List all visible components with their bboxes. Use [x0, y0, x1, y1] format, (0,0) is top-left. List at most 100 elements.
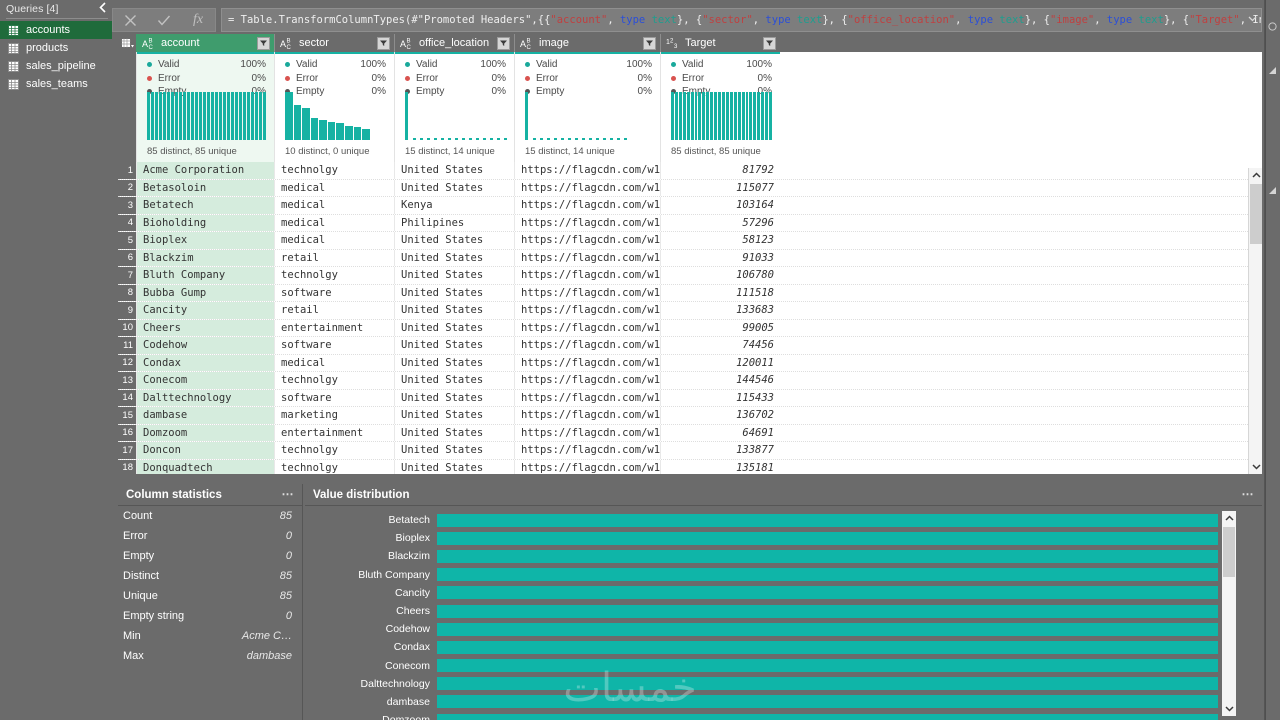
cell-office_location[interactable]: United States	[394, 459, 514, 474]
cell-account[interactable]: Betatech	[136, 197, 274, 214]
cell-sector[interactable]: software	[274, 337, 394, 354]
cell-account[interactable]: Betasoloin	[136, 179, 274, 196]
table-row[interactable]: 14 Dalttechnology software United States htt…	[118, 389, 1262, 407]
value-distribution-scrollbar[interactable]	[1222, 511, 1236, 716]
cell-sector[interactable]: entertainment	[274, 424, 394, 441]
cell-image[interactable]: https://flagcdn.com/w160…	[514, 284, 660, 301]
cell-image[interactable]: https://flagcdn.com/w160…	[514, 372, 660, 389]
distribution-row[interactable]: Blackzim	[305, 547, 1262, 565]
grid-vertical-scrollbar[interactable]	[1248, 168, 1262, 474]
cell-Target[interactable]: 111518	[660, 284, 780, 301]
table-row[interactable]: 9 Cancity retail United States https://flagc…	[118, 302, 1262, 320]
cell-sector[interactable]: entertainment	[274, 319, 394, 336]
cell-account[interactable]: Dalttechnology	[136, 389, 274, 406]
table-row[interactable]: 1 Acme Corporation technolgy United States h…	[118, 162, 1262, 180]
cell-Target[interactable]: 74456	[660, 337, 780, 354]
distribution-row[interactable]: Cancity	[305, 584, 1262, 602]
sidebar-item-products[interactable]: products	[0, 39, 112, 57]
cell-image[interactable]: https://flagcdn.com/w160…	[514, 442, 660, 459]
cell-Target[interactable]: 99005	[660, 319, 780, 336]
table-row[interactable]: 17 Doncon technolgy United States https://fl…	[118, 442, 1262, 460]
cell-office_location[interactable]: United States	[394, 179, 514, 196]
ellipsis-icon[interactable]: ⋯	[1241, 487, 1255, 501]
cell-office_location[interactable]: United States	[394, 302, 514, 319]
query-settings-icon[interactable]	[1268, 22, 1277, 31]
cell-account[interactable]: Conecom	[136, 372, 274, 389]
distribution-row[interactable]: Codehow	[305, 620, 1262, 638]
query-settings-rail[interactable]	[1264, 0, 1280, 720]
cell-sector[interactable]: technolgy	[274, 267, 394, 284]
cell-Target[interactable]: 91033	[660, 249, 780, 266]
filter-dropdown-icon[interactable]	[377, 36, 390, 50]
cell-Target[interactable]: 133683	[660, 302, 780, 319]
cell-Target[interactable]: 106780	[660, 267, 780, 284]
table-select-all-icon[interactable]	[118, 34, 136, 52]
filter-dropdown-icon[interactable]	[497, 36, 510, 50]
cell-office_location[interactable]: United States	[394, 372, 514, 389]
cell-office_location[interactable]: United States	[394, 389, 514, 406]
cell-Target[interactable]: 115433	[660, 389, 780, 406]
distribution-row[interactable]: Bioplex	[305, 529, 1262, 547]
cell-account[interactable]: Acme Corporation	[136, 162, 274, 179]
column-profile-image[interactable]: Valid 100% Error 0% Empty 0% 15 distinct, 14 u…	[514, 52, 660, 162]
cell-office_location[interactable]: United States	[394, 407, 514, 424]
table-row[interactable]: 7 Bluth Company technolgy United States http…	[118, 267, 1262, 285]
table-row[interactable]: 18 Donquadtech technolgy United States https…	[118, 459, 1262, 474]
cell-office_location[interactable]: United States	[394, 162, 514, 179]
distribution-row[interactable]: dambase	[305, 693, 1262, 711]
table-row[interactable]: 8 Bubba Gump software United States https://…	[118, 284, 1262, 302]
cell-Target[interactable]: 103164	[660, 197, 780, 214]
column-profile-sector[interactable]: Valid 100% Error 0% Empty 0% 10 distinct, 0 un…	[274, 52, 394, 162]
chevron-down-icon[interactable]	[1222, 702, 1236, 716]
cell-sector[interactable]: medical	[274, 179, 394, 196]
table-row[interactable]: 11 Codehow software United States https://fl…	[118, 337, 1262, 355]
cell-account[interactable]: Bubba Gump	[136, 284, 274, 301]
cell-image[interactable]: https://flagcdn.com/w160…	[514, 407, 660, 424]
table-row[interactable]: 10 Cheers entertainment United States https:…	[118, 319, 1262, 337]
cell-sector[interactable]: retail	[274, 249, 394, 266]
cell-office_location[interactable]: United States	[394, 319, 514, 336]
sidebar-item-accounts[interactable]: accounts	[0, 21, 112, 39]
filter-dropdown-icon[interactable]	[763, 36, 776, 50]
cell-image[interactable]: https://flagcdn.com/w160…	[514, 302, 660, 319]
chevron-down-icon[interactable]	[1249, 460, 1263, 474]
cell-Target[interactable]: 115077	[660, 179, 780, 196]
table-row[interactable]: 5 Bioplex medical United States https://flag…	[118, 232, 1262, 250]
cell-image[interactable]: https://flagcdn.com/w160…	[514, 162, 660, 179]
cell-image[interactable]: https://flagcdn.com/w160…	[514, 214, 660, 231]
distribution-row[interactable]: Betatech	[305, 511, 1262, 529]
chevron-left-icon[interactable]	[95, 2, 109, 16]
cell-Target[interactable]: 136702	[660, 407, 780, 424]
distribution-row[interactable]: Domzoom	[305, 711, 1262, 720]
cell-account[interactable]: dambase	[136, 407, 274, 424]
cell-Target[interactable]: 135181	[660, 459, 780, 474]
cell-sector[interactable]: software	[274, 389, 394, 406]
cell-image[interactable]: https://flagcdn.com/w160…	[514, 389, 660, 406]
cell-account[interactable]: Donquadtech	[136, 459, 274, 474]
cell-account[interactable]: Domzoom	[136, 424, 274, 441]
distribution-row[interactable]: Condax	[305, 638, 1262, 656]
cell-sector[interactable]: medical	[274, 354, 394, 371]
cell-Target[interactable]: 64691	[660, 424, 780, 441]
cell-account[interactable]: Bioplex	[136, 232, 274, 249]
cell-image[interactable]: https://flagcdn.com/w160…	[514, 424, 660, 441]
table-row[interactable]: 12 Condax medical United States https://flag…	[118, 354, 1262, 372]
cell-account[interactable]: Cancity	[136, 302, 274, 319]
cell-sector[interactable]: medical	[274, 214, 394, 231]
cell-office_location[interactable]: United States	[394, 424, 514, 441]
close-icon[interactable]	[115, 9, 145, 31]
cell-sector[interactable]: medical	[274, 232, 394, 249]
cell-image[interactable]: https://flagcdn.com/w160…	[514, 197, 660, 214]
distribution-row[interactable]: Conecom	[305, 657, 1262, 675]
cell-sector[interactable]: retail	[274, 302, 394, 319]
cell-sector[interactable]: technolgy	[274, 459, 394, 474]
fx-icon[interactable]: fx	[183, 9, 213, 31]
cell-office_location[interactable]: United States	[394, 442, 514, 459]
table-row[interactable]: 2 Betasoloin medical United States https://f…	[118, 179, 1262, 197]
cell-image[interactable]: https://flagcdn.com/w160…	[514, 179, 660, 196]
